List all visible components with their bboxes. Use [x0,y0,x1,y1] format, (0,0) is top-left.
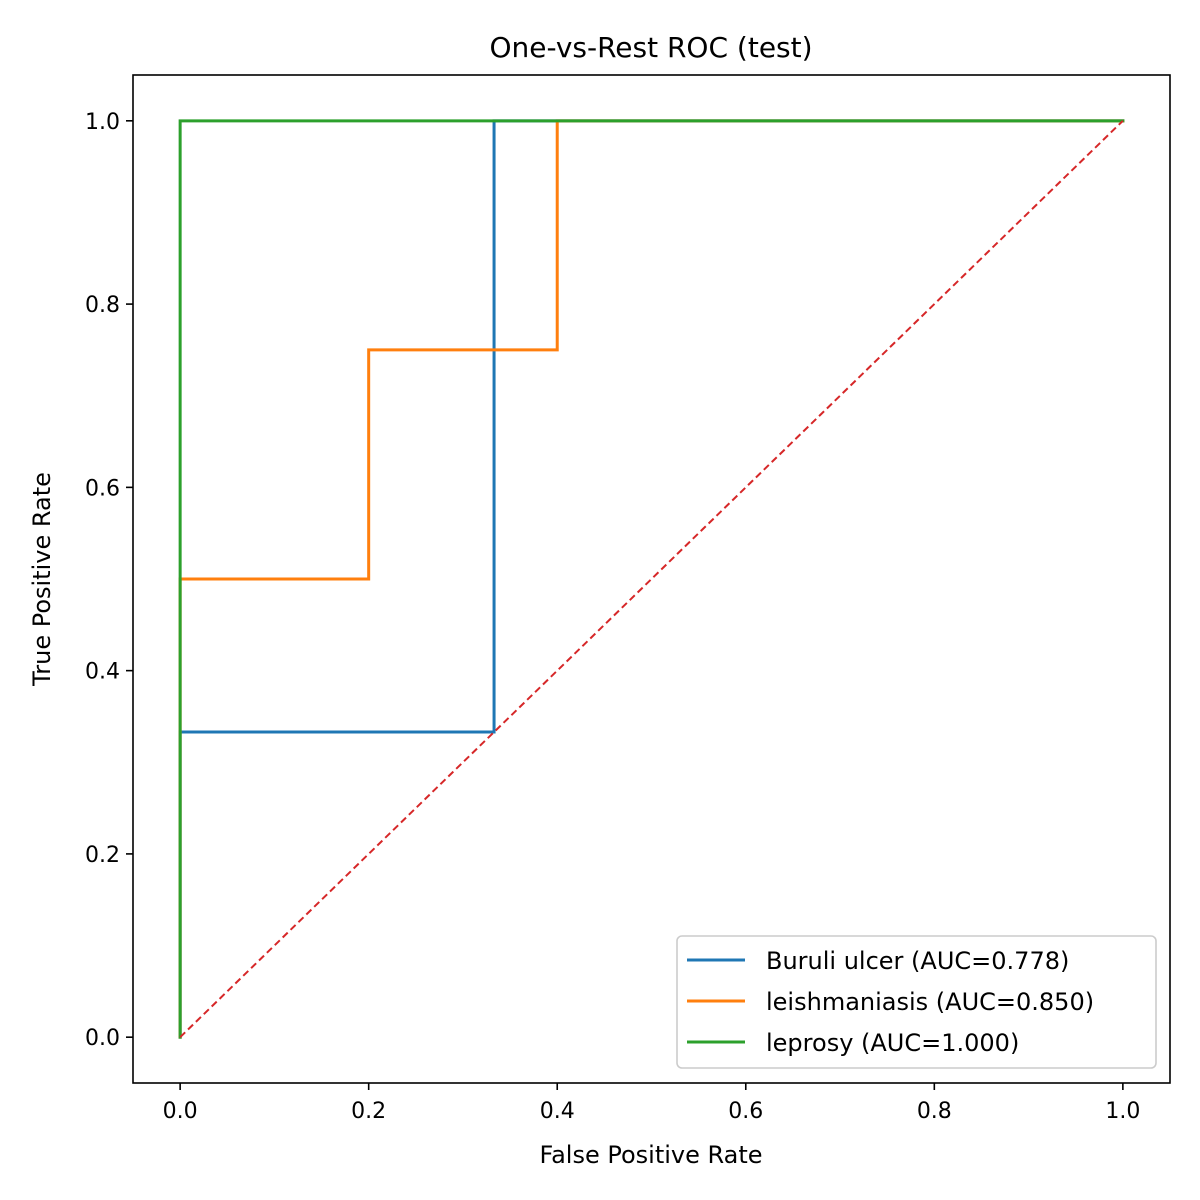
y-tick-label: 0.0 [85,1026,120,1051]
chance-reference-line [179,120,1124,1038]
y-axis-ticks: 0.0 0.2 0.4 0.6 0.8 1.0 [85,110,133,1051]
roc-series-line-2 [178,119,1125,1039]
y-tick-label: 0.6 [85,476,120,501]
legend-box [676,935,1157,1069]
x-tick-label: 0.0 [163,1099,198,1124]
plot-frame [132,74,1171,1084]
plot-area [178,119,1125,1039]
legend: Buruli ulcer (AUC=0.778) leishmaniasis (A… [676,935,1157,1069]
x-tick-label: 0.2 [351,1099,386,1124]
y-axis-label: True Positive Rate [28,472,56,687]
x-axis-label: False Positive Rate [539,1141,762,1169]
x-tick-label: 0.4 [540,1099,575,1124]
chart-title: One-vs-Rest ROC (test) [489,31,812,64]
x-tick-label: 0.6 [728,1099,763,1124]
y-tick-label: 0.4 [85,660,120,685]
legend-label-1: leishmaniasis (AUC=0.850) [766,988,1094,1016]
x-tick-label: 1.0 [1105,1099,1140,1124]
legend-label-0: Buruli ulcer (AUC=0.778) [766,947,1069,975]
y-tick-label: 1.0 [85,110,120,135]
x-axis-ticks: 0.0 0.2 0.4 0.6 0.8 1.0 [163,1083,1140,1124]
y-tick-label: 0.2 [85,843,120,868]
legend-label-2: leprosy (AUC=1.000) [766,1029,1019,1057]
x-tick-label: 0.8 [917,1099,952,1124]
y-tick-label: 0.8 [85,293,120,318]
